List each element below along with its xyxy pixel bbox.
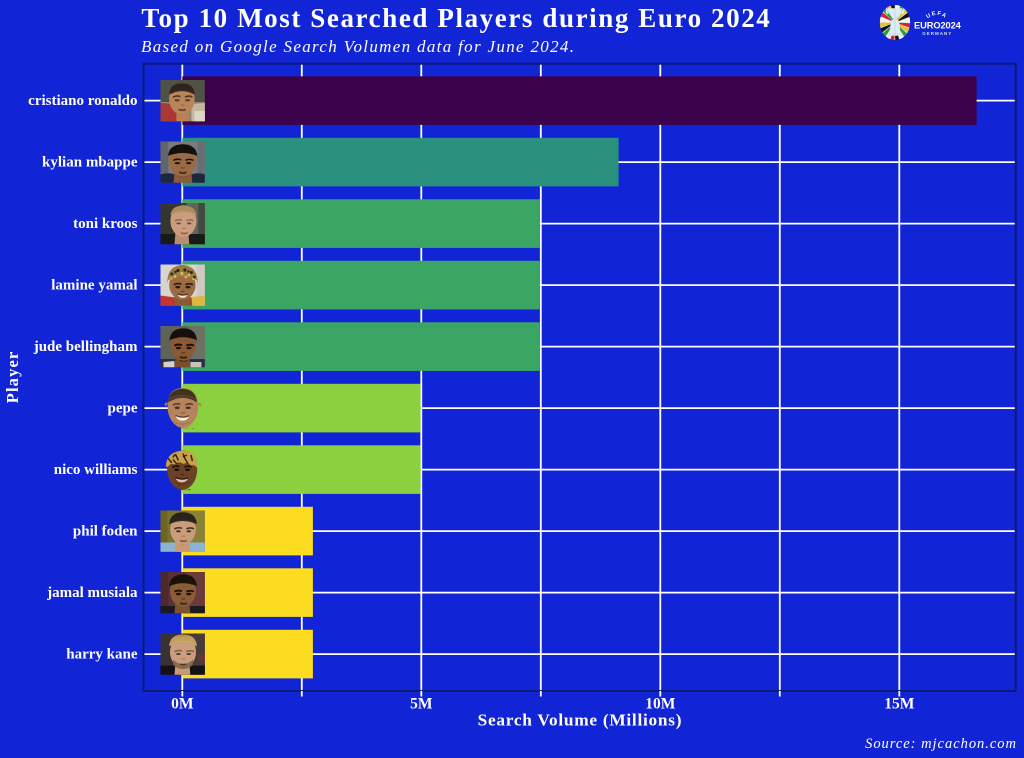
svg-text:Player: Player <box>3 352 22 404</box>
svg-text:harry kane: harry kane <box>66 647 138 663</box>
svg-text:cristiano ronaldo: cristiano ronaldo <box>28 93 137 109</box>
svg-text:jamal musiala: jamal musiala <box>46 585 138 601</box>
svg-text:jude bellingham: jude bellingham <box>33 339 138 355</box>
svg-text:0M: 0M <box>171 696 194 713</box>
svg-text:Top 10 Most Searched Players d: Top 10 Most Searched Players during Euro… <box>141 3 769 33</box>
svg-text:UEFA: UEFA <box>925 11 948 20</box>
svg-text:GERMANY: GERMANY <box>922 31 952 36</box>
svg-text:pepe: pepe <box>108 401 138 417</box>
svg-text:Based on Google Search Volumen: Based on Google Search Volumen data for … <box>141 37 574 56</box>
svg-text:10M: 10M <box>645 696 676 713</box>
svg-text:nico williams: nico williams <box>54 462 138 478</box>
svg-text:lamine yamal: lamine yamal <box>51 278 137 294</box>
svg-text:phil foden: phil foden <box>73 524 138 540</box>
svg-text:Search Volume (Millions): Search Volume (Millions) <box>478 711 682 730</box>
svg-text:Source: mjcachon.com: Source: mjcachon.com <box>865 736 1016 752</box>
svg-text:5M: 5M <box>410 696 433 713</box>
svg-text:toni kroos: toni kroos <box>73 216 137 232</box>
svg-text:EURO2024: EURO2024 <box>914 20 962 30</box>
svg-text:kylian mbappe: kylian mbappe <box>42 155 138 171</box>
svg-text:15M: 15M <box>884 696 915 713</box>
